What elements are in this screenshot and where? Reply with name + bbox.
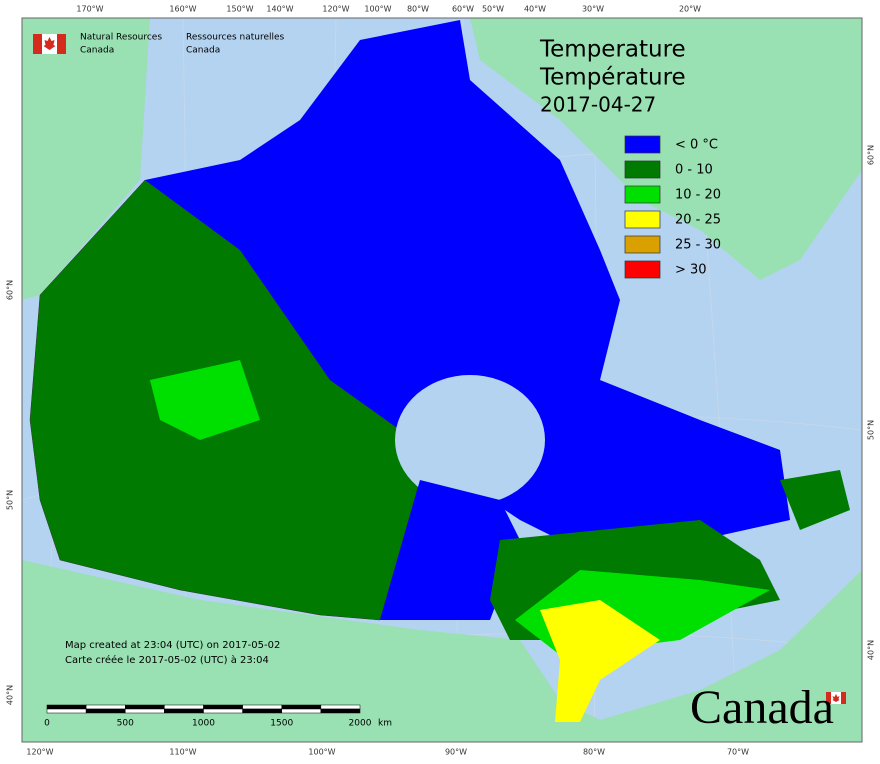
latitude-label: 60°N bbox=[6, 280, 15, 300]
region-maritimes bbox=[780, 470, 850, 530]
legend-label: > 30 bbox=[675, 263, 707, 278]
scale-label: 2000 bbox=[349, 719, 372, 729]
agency-en: Natural Resources bbox=[80, 33, 162, 43]
scale-segment bbox=[164, 704, 204, 710]
scale-unit: km bbox=[378, 719, 392, 729]
credit: Map created at 23:04 (UTC) on 2017-05-02 bbox=[65, 640, 280, 651]
legend-swatch bbox=[624, 235, 661, 254]
graticule-labels: 170°W 160°W 150°W 140°W 120°W 100°W 80°W 60°W 50… bbox=[6, 5, 876, 757]
scale-segment bbox=[203, 708, 243, 714]
legend-label: < 0 °C bbox=[675, 138, 718, 153]
longitude-label: 120°W bbox=[322, 5, 349, 14]
scale-segment bbox=[242, 708, 282, 714]
longitude-label: 20°W bbox=[679, 5, 701, 14]
longitude-label: 160°W bbox=[169, 5, 196, 14]
longitude-label: 120°W bbox=[26, 748, 53, 757]
legend-label: 20 - 25 bbox=[675, 213, 721, 228]
scale-segment bbox=[242, 704, 282, 710]
scale-bar: 0 500 1000 1500 2000 km bbox=[44, 704, 392, 729]
longitude-label: 140°W bbox=[266, 5, 293, 14]
legend-swatch bbox=[624, 135, 661, 154]
scale-segment bbox=[85, 704, 126, 710]
region-south-hot bbox=[540, 600, 660, 722]
latitude-label: 40°N bbox=[867, 640, 876, 660]
scale-segment bbox=[46, 704, 87, 710]
legend-swatch bbox=[624, 160, 661, 179]
scale-segment bbox=[203, 704, 243, 710]
scale-label: 500 bbox=[117, 719, 134, 729]
wordmark: Canada bbox=[690, 681, 834, 734]
title: Temperature bbox=[539, 37, 686, 63]
scale-label: 0 bbox=[44, 719, 50, 729]
legend-label: 25 - 30 bbox=[675, 238, 721, 253]
latitude-label: 60°N bbox=[867, 145, 876, 165]
longitude-label: 150°W bbox=[226, 5, 253, 14]
scale-segment bbox=[281, 708, 322, 714]
scale-label: 1500 bbox=[270, 719, 293, 729]
alaska bbox=[22, 18, 150, 300]
longitude-label: 110°W bbox=[169, 748, 196, 757]
longitude-label: 100°W bbox=[308, 748, 335, 757]
longitude-label: 50°W bbox=[482, 5, 504, 14]
scale-segment bbox=[85, 708, 126, 714]
greenland bbox=[470, 18, 862, 280]
agency-fr: Canada bbox=[186, 46, 220, 56]
legend-label: 10 - 20 bbox=[675, 188, 721, 203]
scale-segment bbox=[320, 708, 361, 714]
legend-swatch bbox=[624, 185, 661, 204]
longitude-label: 80°W bbox=[583, 748, 605, 757]
nrcan-flag bbox=[33, 34, 66, 54]
scale-label: 1000 bbox=[192, 719, 215, 729]
region-north bbox=[145, 20, 790, 540]
scale-segment bbox=[281, 704, 322, 710]
map-date: 2017-04-27 bbox=[540, 93, 656, 117]
legend: < 0 °C 0 - 10 10 - 20 20 - 25 25 - 30 > 30 bbox=[624, 135, 721, 279]
longitude-label: 90°W bbox=[445, 748, 467, 757]
scale-segment bbox=[164, 708, 204, 714]
legend-swatch bbox=[624, 210, 661, 229]
frame bbox=[21, 17, 863, 743]
legend-swatch bbox=[624, 260, 661, 279]
title: Température bbox=[539, 65, 686, 91]
wordmark-flag bbox=[826, 692, 846, 704]
longitude-label: 60°W bbox=[452, 5, 474, 14]
legend-label: 0 - 10 bbox=[675, 163, 713, 178]
region-ontario-north bbox=[380, 480, 520, 620]
region-west-warm bbox=[150, 360, 260, 440]
scale-segment bbox=[125, 704, 165, 710]
longitude-label: 40°W bbox=[524, 5, 546, 14]
latitude-label: 50°N bbox=[867, 420, 876, 440]
scale-segment bbox=[125, 708, 165, 714]
longitude-label: 100°W bbox=[364, 5, 391, 14]
latitude-label: 40°N bbox=[6, 685, 15, 705]
scale-segment bbox=[320, 704, 361, 710]
agency-fr: Ressources naturelles bbox=[186, 33, 285, 43]
longitude-label: 80°W bbox=[407, 5, 429, 14]
longitude-label: 170°W bbox=[76, 5, 103, 14]
longitude-label: 70°W bbox=[727, 748, 749, 757]
usa bbox=[22, 560, 862, 742]
longitude-label: 30°W bbox=[582, 5, 604, 14]
hudson-bay bbox=[395, 375, 545, 505]
latitude-label: 50°N bbox=[6, 490, 15, 510]
credit: Carte créée le 2017-05-02 (UTC) à 23:04 bbox=[65, 654, 269, 666]
agency-en: Canada bbox=[80, 46, 114, 56]
scale-segment bbox=[46, 708, 87, 714]
